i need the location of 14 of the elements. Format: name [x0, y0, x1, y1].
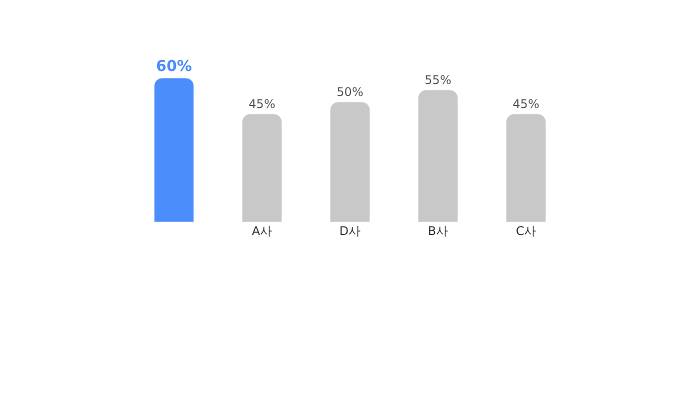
x-tick-label: B사	[428, 224, 448, 238]
x-tick-label: C사	[516, 224, 536, 238]
data-label: 45%	[512, 97, 540, 111]
bar	[330, 102, 370, 222]
data-label: 55%	[424, 73, 452, 87]
bar	[242, 114, 282, 222]
bar	[506, 114, 546, 222]
data-label: 45%	[248, 97, 276, 111]
x-tick-label: A사	[252, 224, 272, 238]
data-label: 60%	[156, 57, 192, 75]
x-tick-label: D사	[339, 224, 361, 238]
bar	[154, 78, 194, 222]
data-label: 50%	[336, 85, 364, 99]
bar	[418, 90, 458, 222]
